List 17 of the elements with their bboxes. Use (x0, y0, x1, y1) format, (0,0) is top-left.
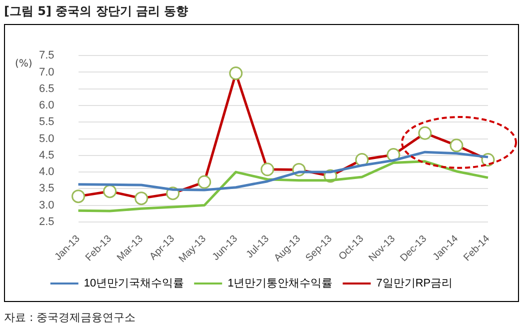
y-tick-label: 7.0 (38, 66, 54, 78)
legend-label: 7일만기RP금리 (376, 278, 453, 290)
y-tick-label: 3.5 (38, 182, 54, 195)
chart-title: [그림 5] 중국의 장단기 금리 동향 (4, 3, 188, 20)
text: 자료 : 중국경제금융연구소 (4, 310, 136, 325)
legend-label: 1년만기통안채수익률 (228, 278, 333, 290)
y-tick-label: 5.5 (38, 116, 54, 128)
y-tick-label: 6.5 (38, 82, 54, 95)
legend-label: 10년만기국채수익률 (84, 278, 184, 290)
y-tick-label: 6.0 (38, 100, 54, 112)
y-axis-title: (%) (14, 58, 32, 70)
y-tick-label: 2.5 (38, 216, 54, 228)
y-tick-label: 7.5 (38, 50, 54, 62)
y-tick-label: 3.0 (38, 199, 54, 212)
y-tick-label: 5.0 (38, 132, 54, 145)
y-tick-label: 4.5 (38, 149, 54, 162)
y-tick-label: 4.0 (38, 166, 54, 178)
